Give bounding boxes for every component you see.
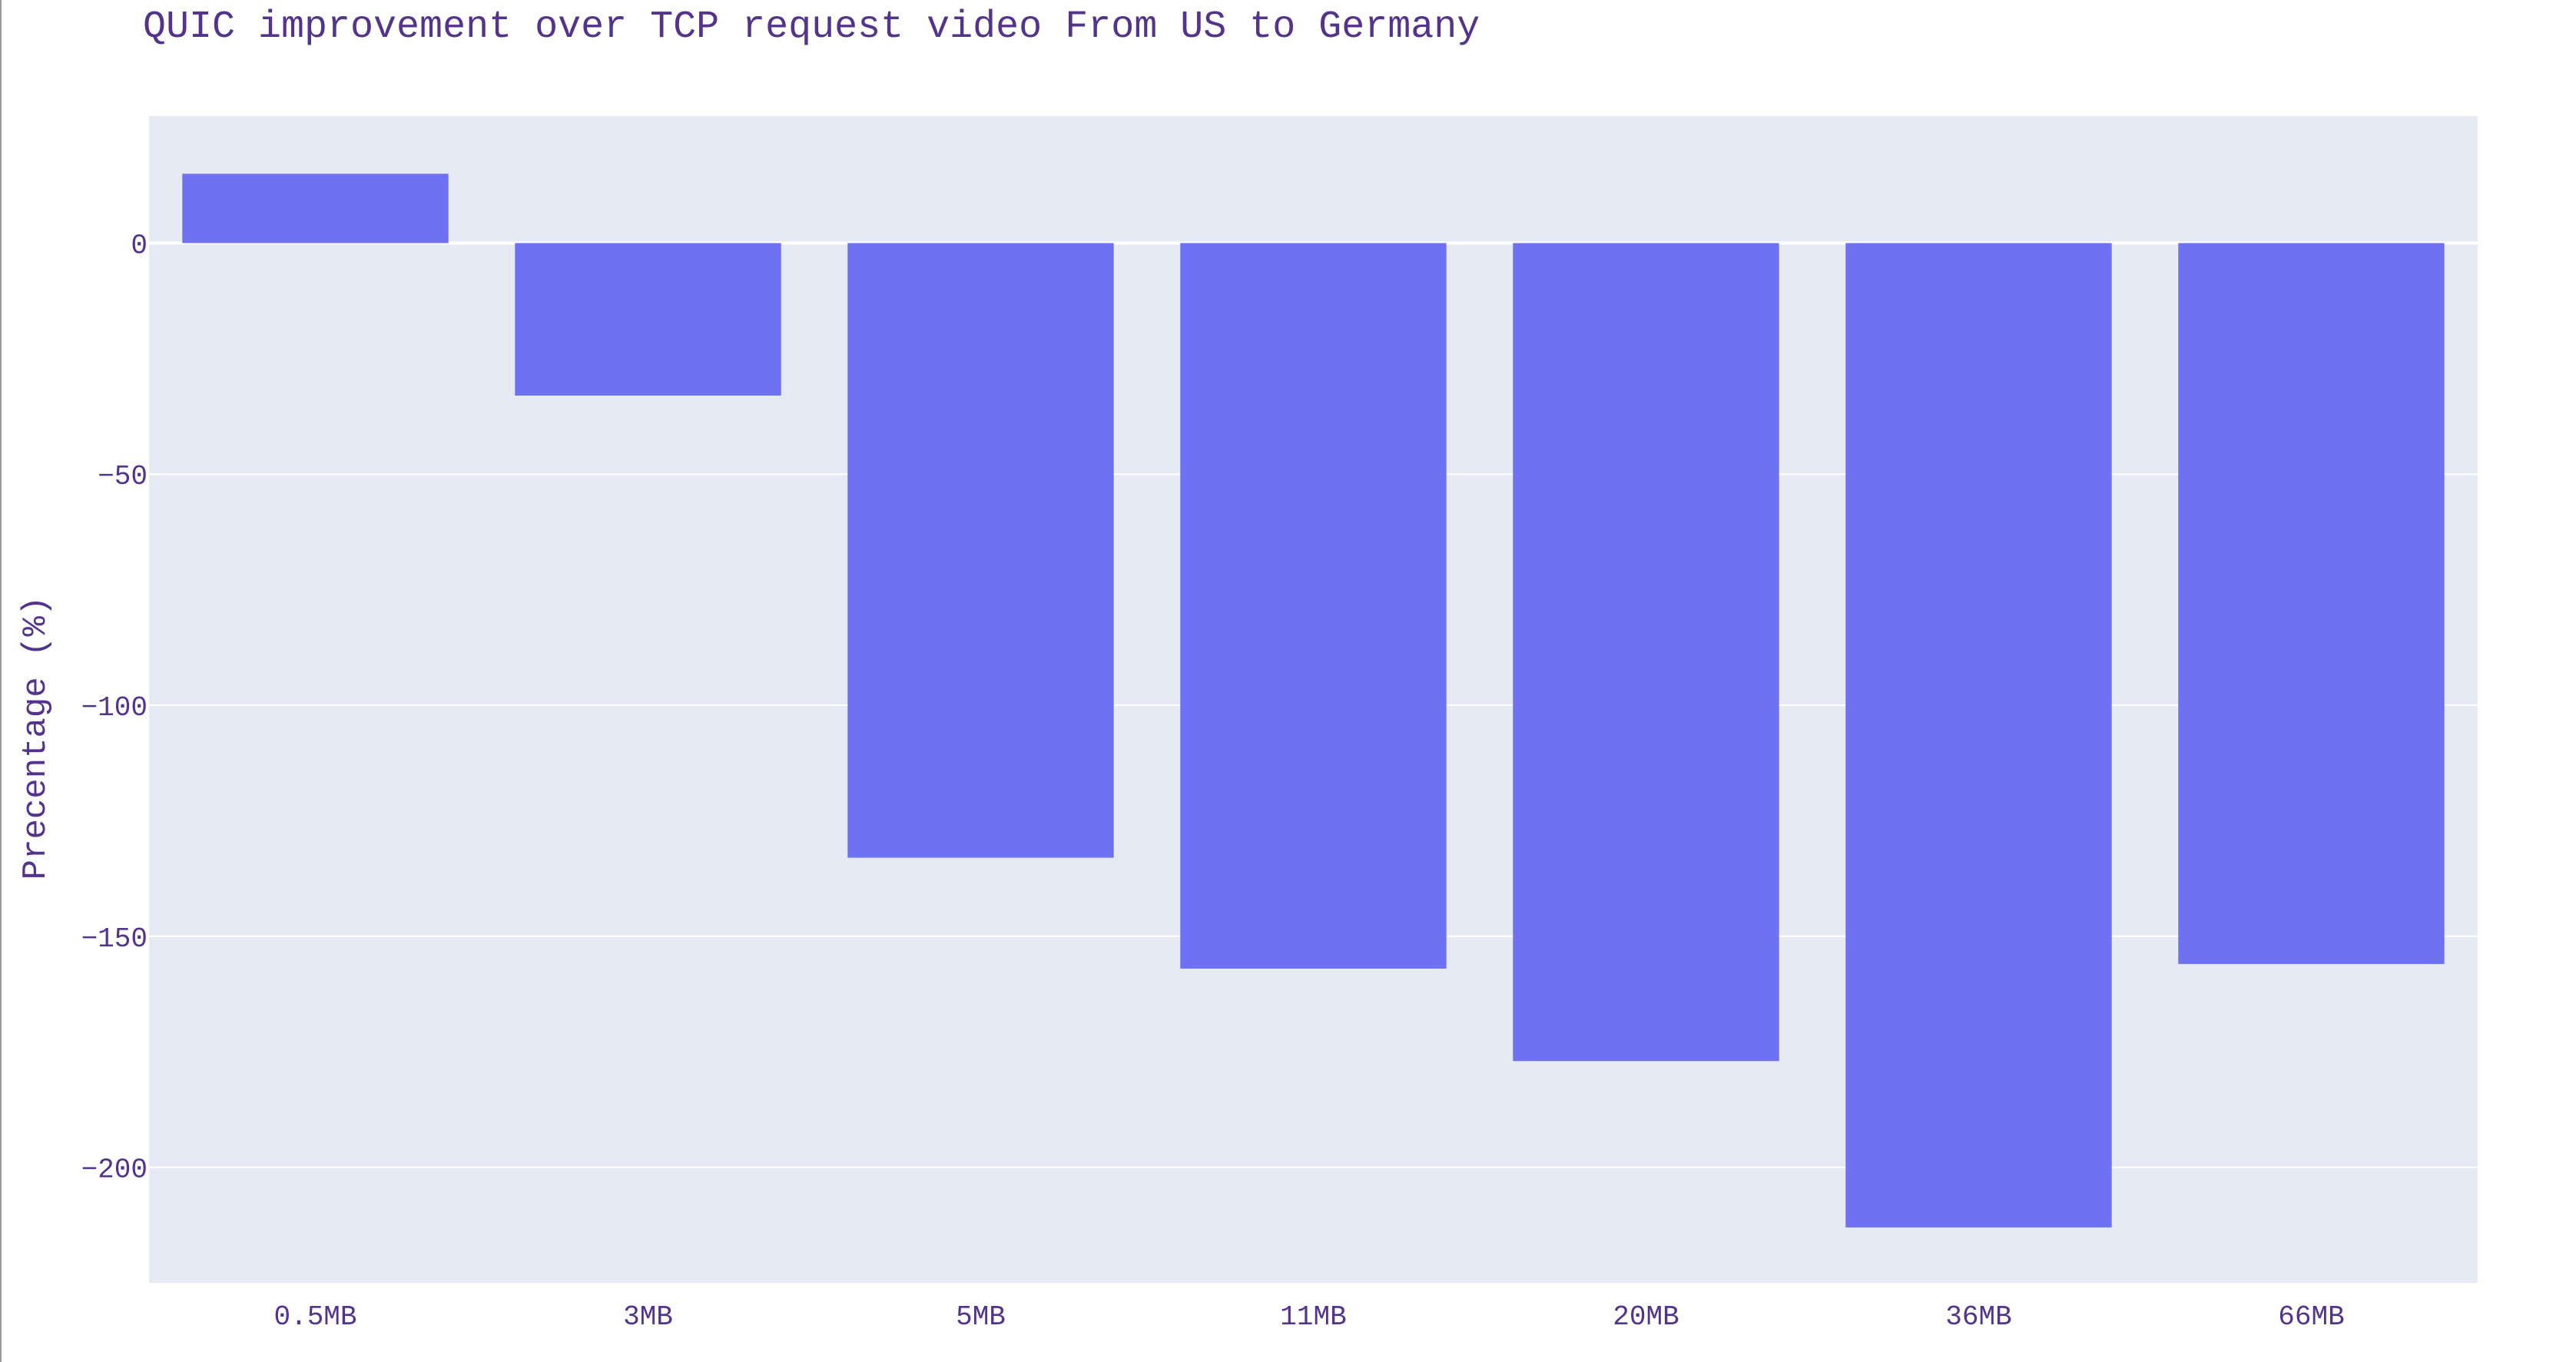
- bar-11MB: [1180, 243, 1446, 968]
- y-axis-ticks: 0 −50 −100 −150 −200: [81, 230, 148, 1185]
- x-tick-label: 66MB: [2278, 1301, 2344, 1333]
- x-tick-label: 20MB: [1613, 1301, 1679, 1333]
- x-tick-label: 5MB: [956, 1301, 1006, 1333]
- y-tick-label: −50: [98, 461, 148, 492]
- y-tick-label: 0: [131, 230, 148, 261]
- x-tick-label: 3MB: [623, 1301, 673, 1333]
- x-tick-label: 36MB: [1945, 1301, 2011, 1333]
- bar-20MB: [1513, 243, 1779, 1061]
- x-tick-label: 0.5MB: [274, 1301, 356, 1333]
- bar-66MB: [2178, 243, 2444, 963]
- x-tick-label: 11MB: [1280, 1301, 1346, 1333]
- chart-title: QUIC improvement over TCP request video …: [143, 5, 1480, 49]
- x-axis-ticks: 0.5MB 3MB 5MB 11MB 20MB 36MB 66MB: [274, 1301, 2344, 1333]
- y-tick-label: −100: [81, 692, 148, 724]
- bar-36MB: [1845, 243, 2111, 1227]
- y-tick-label: −200: [81, 1155, 148, 1186]
- y-axis-label: Precentage (%): [17, 596, 55, 880]
- y-tick-label: −150: [81, 923, 148, 955]
- bar-5MB: [847, 243, 1113, 857]
- bar-0.5MB: [182, 174, 448, 243]
- bar-3MB: [515, 243, 781, 396]
